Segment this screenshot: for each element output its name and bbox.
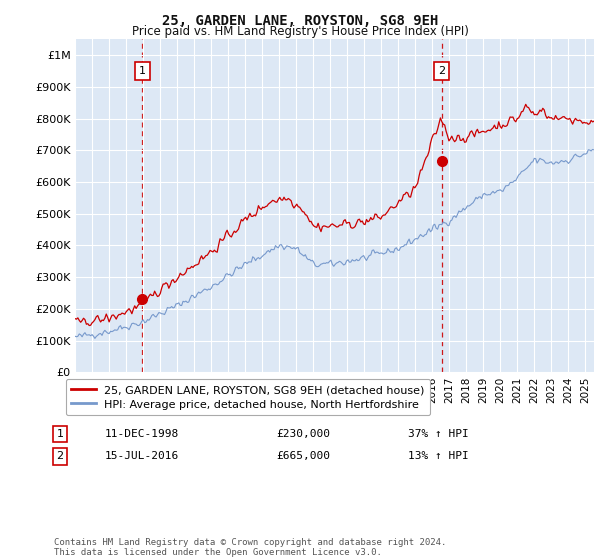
Text: Contains HM Land Registry data © Crown copyright and database right 2024.
This d: Contains HM Land Registry data © Crown c… <box>54 538 446 557</box>
Text: £230,000: £230,000 <box>276 429 330 439</box>
Text: Price paid vs. HM Land Registry's House Price Index (HPI): Price paid vs. HM Land Registry's House … <box>131 25 469 38</box>
Text: £665,000: £665,000 <box>276 451 330 461</box>
Text: 1: 1 <box>139 66 146 76</box>
Text: 11-DEC-1998: 11-DEC-1998 <box>105 429 179 439</box>
Text: 1: 1 <box>56 429 64 439</box>
Text: 37% ↑ HPI: 37% ↑ HPI <box>408 429 469 439</box>
Text: 15-JUL-2016: 15-JUL-2016 <box>105 451 179 461</box>
Text: 2: 2 <box>438 66 445 76</box>
Text: 2: 2 <box>56 451 64 461</box>
Text: 25, GARDEN LANE, ROYSTON, SG8 9EH: 25, GARDEN LANE, ROYSTON, SG8 9EH <box>162 14 438 28</box>
Text: 13% ↑ HPI: 13% ↑ HPI <box>408 451 469 461</box>
Legend: 25, GARDEN LANE, ROYSTON, SG8 9EH (detached house), HPI: Average price, detached: 25, GARDEN LANE, ROYSTON, SG8 9EH (detac… <box>65 379 430 416</box>
